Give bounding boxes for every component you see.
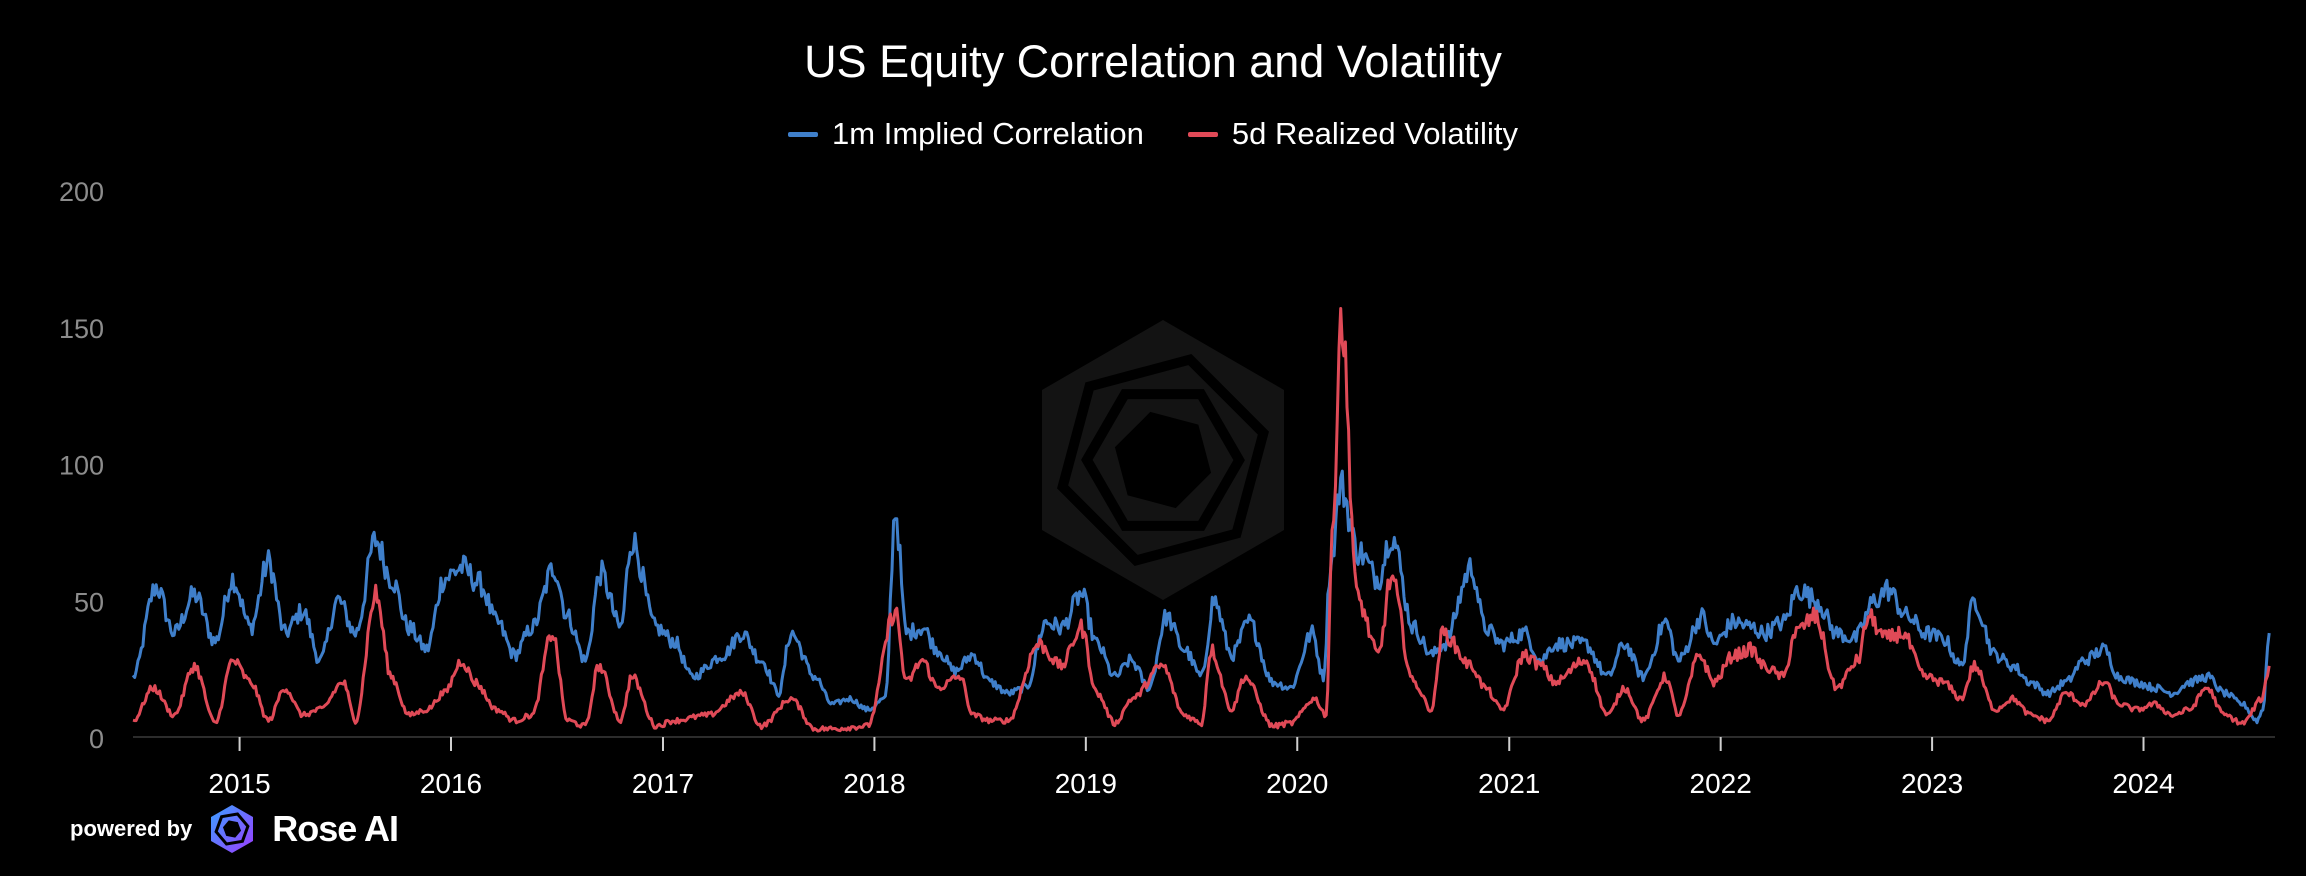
- x-tick-label: 2021: [1478, 768, 1540, 799]
- x-tick-label: 2022: [1690, 768, 1752, 799]
- x-tick-label: 2015: [208, 768, 270, 799]
- series-layer: [131, 307, 2271, 733]
- y-axis: 0 50 100 150 200: [59, 177, 104, 754]
- legend-swatch-realized-volatility: [1187, 131, 1218, 137]
- legend-label-realized-volatility: 5d Realized Volatility: [1231, 116, 1518, 151]
- x-tick-label: 2023: [1901, 768, 1963, 799]
- legend-item-implied-correlation[interactable]: 1m Implied Correlation: [788, 116, 1144, 152]
- powered-by-footer[interactable]: powered by Rose AI: [70, 803, 399, 855]
- watermark-logo-icon: [1042, 320, 1284, 600]
- series-line-implied-correlation: [131, 469, 2271, 725]
- chart-title: US Equity Correlation and Volatility: [804, 36, 1502, 87]
- y-tick-label: 50: [74, 587, 104, 617]
- legend: 1m Implied Correlation 5d Realized Volat…: [0, 116, 2306, 152]
- x-tick-label: 2017: [632, 768, 694, 799]
- legend-swatch-implied-correlation: [788, 131, 819, 137]
- legend-label-implied-correlation: 1m Implied Correlation: [832, 116, 1144, 151]
- series-line-realized-volatility: [132, 307, 2271, 733]
- y-tick-label: 100: [59, 451, 104, 481]
- x-axis: 2015 2016 2017 2018 2019 2020 2021 2022 2023 2024: [133, 736, 2275, 799]
- x-tick-label: 2018: [843, 768, 905, 799]
- rose-ai-logo-icon: [211, 805, 254, 853]
- brand-name: Rose AI: [272, 808, 399, 849]
- y-tick-label: 0: [89, 724, 104, 754]
- y-tick-label: 200: [59, 177, 104, 207]
- x-tick-label: 2024: [2112, 768, 2174, 799]
- x-tick-label: 2020: [1266, 768, 1328, 799]
- x-tick-label: 2016: [420, 768, 482, 799]
- powered-by-label: powered by: [70, 816, 193, 841]
- x-tick-label: 2019: [1055, 768, 1117, 799]
- y-tick-label: 150: [59, 314, 104, 344]
- legend-item-realized-volatility[interactable]: 5d Realized Volatility: [1187, 116, 1518, 152]
